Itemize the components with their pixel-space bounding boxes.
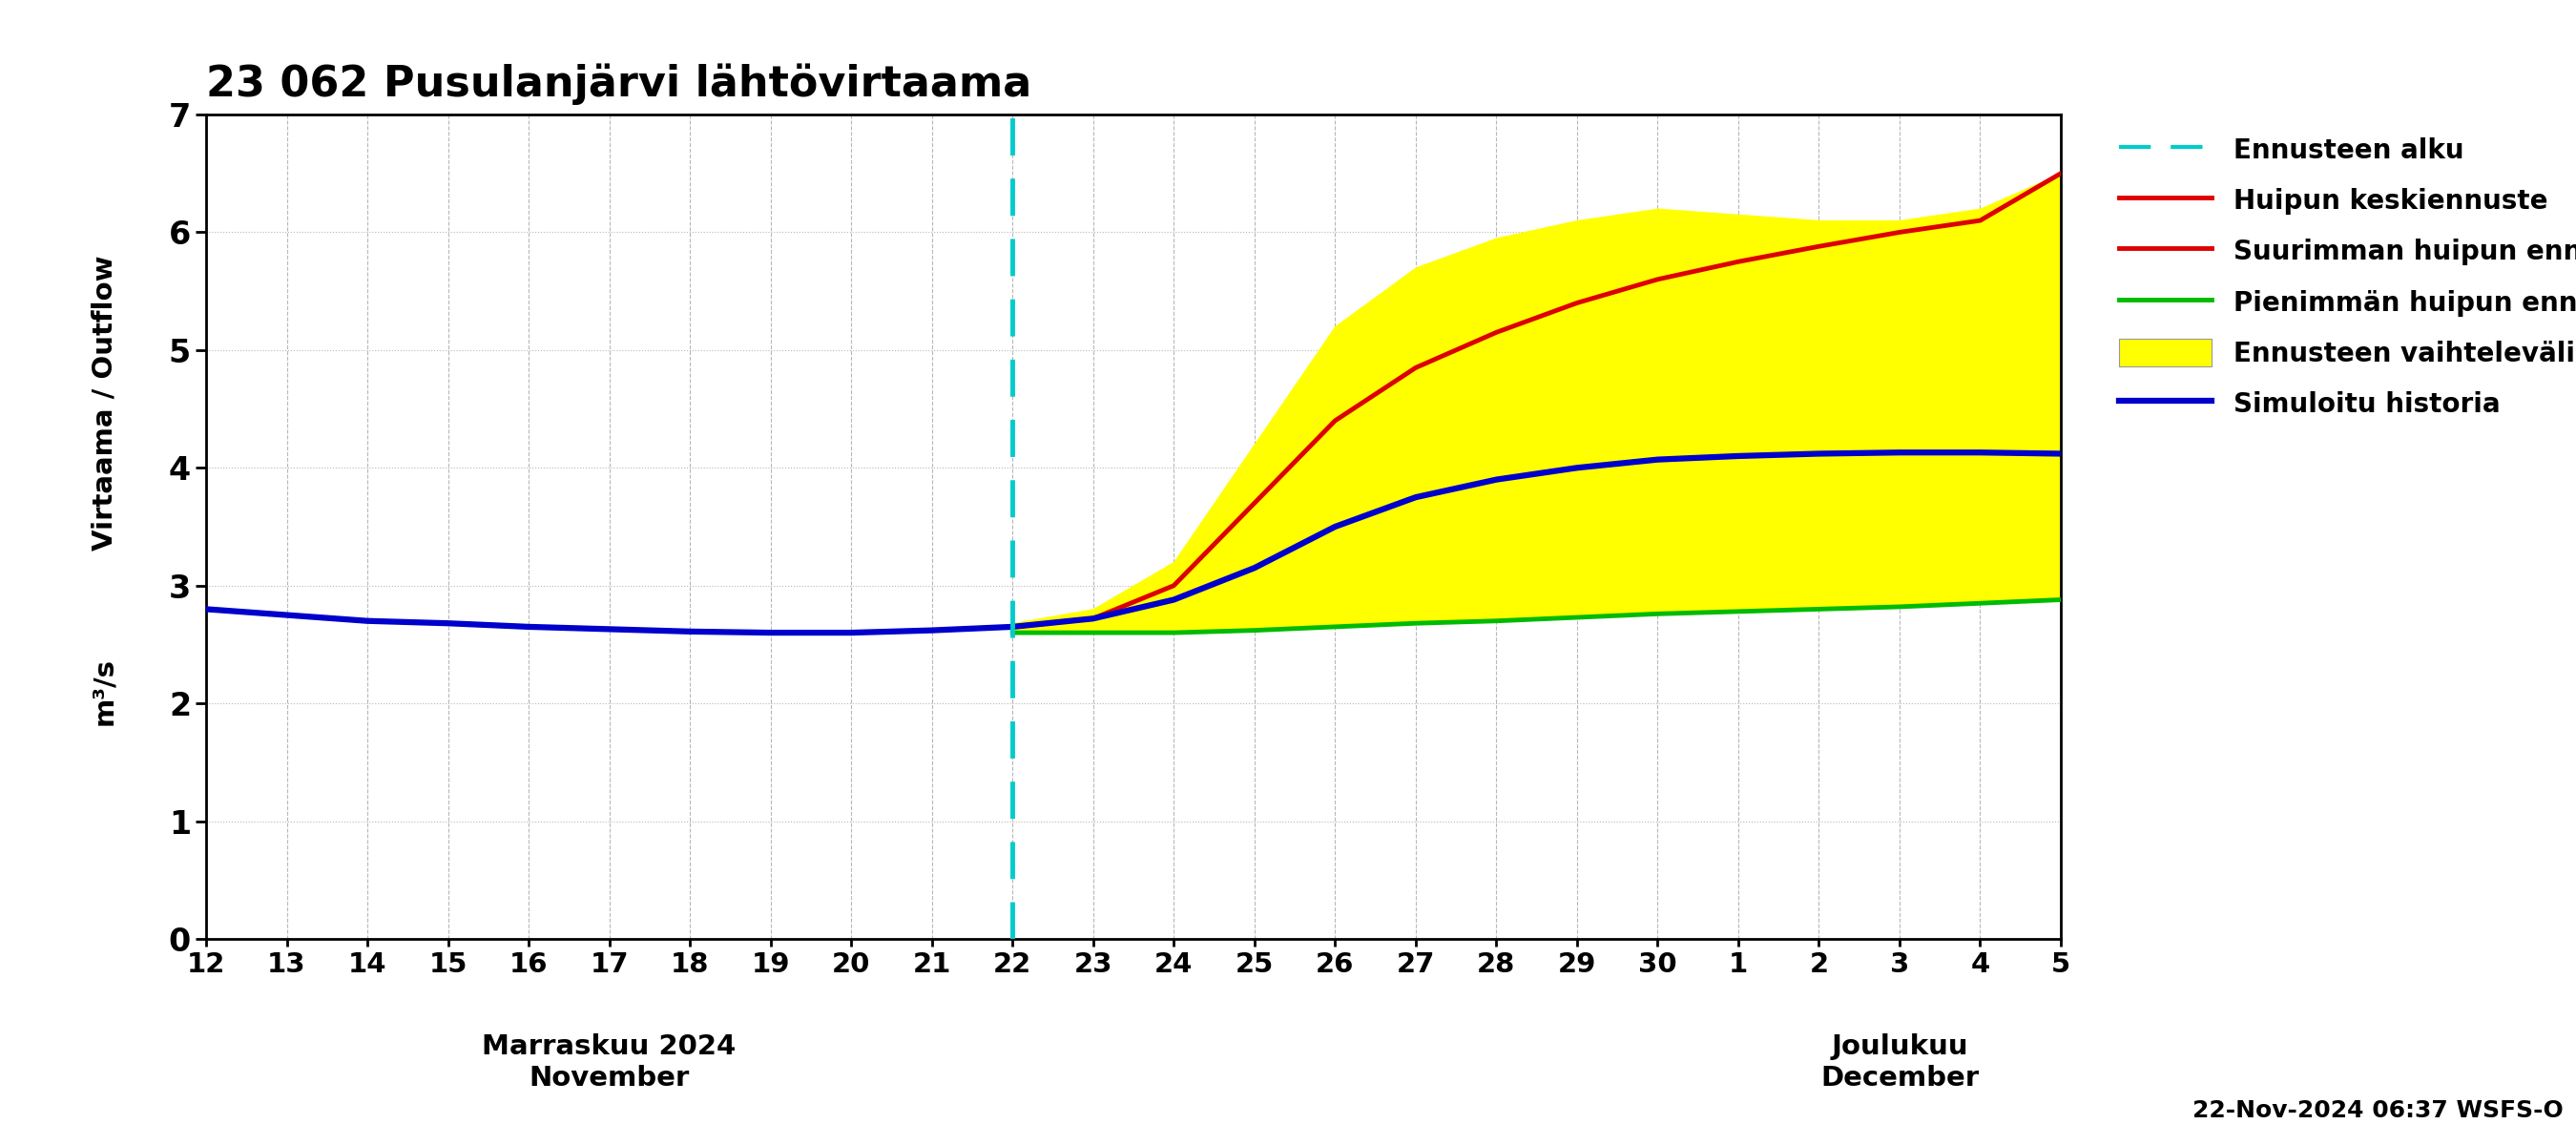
Text: Marraskuu 2024
November: Marraskuu 2024 November [482,1034,737,1091]
Text: 22-Nov-2024 06:37 WSFS-O: 22-Nov-2024 06:37 WSFS-O [2192,1099,2563,1122]
Legend: Ennusteen alku, Huipun keskiennuste, Suurimman huipun ennuste, Pienimmän huipun : Ennusteen alku, Huipun keskiennuste, Suu… [2112,128,2576,426]
Text: Virtaama / Outflow: Virtaama / Outflow [90,255,118,551]
Text: m³/s: m³/s [90,657,118,726]
Text: 23 062 Pusulanjärvi lähtövirtaama: 23 062 Pusulanjärvi lähtövirtaama [206,63,1030,104]
Text: Joulukuu
December: Joulukuu December [1821,1034,1978,1091]
